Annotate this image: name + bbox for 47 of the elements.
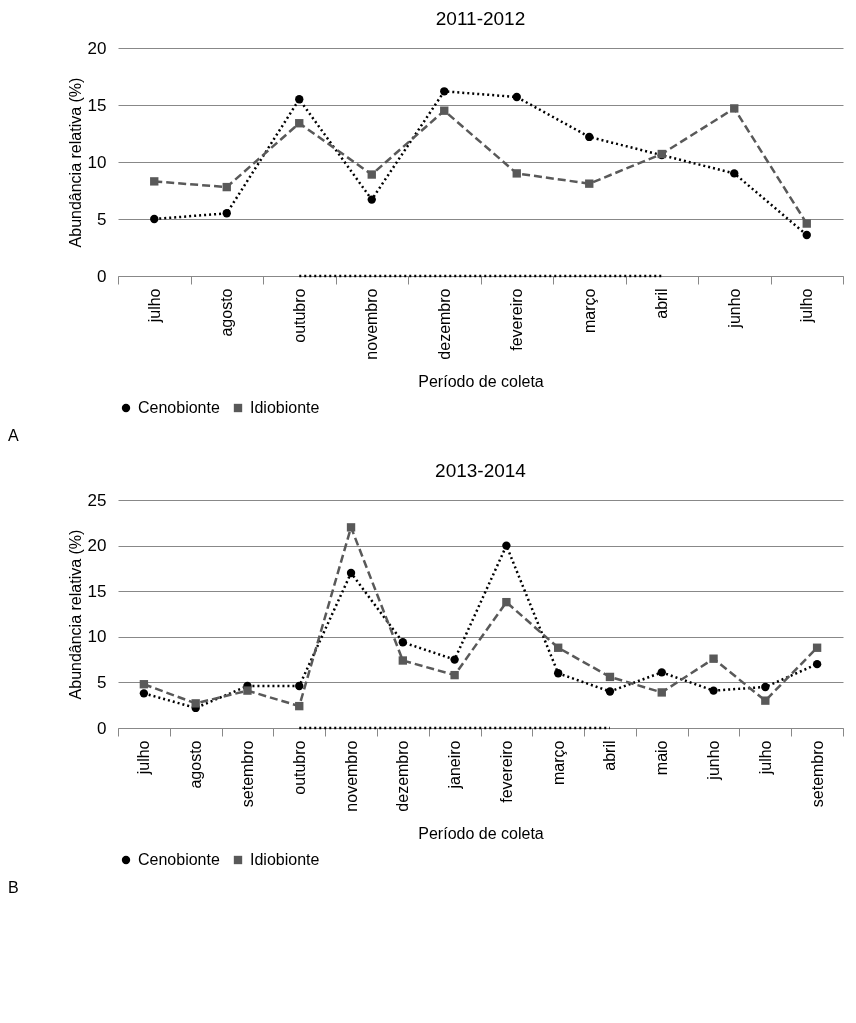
chart-title: 2011-2012 bbox=[435, 8, 526, 29]
x-tick-label: abril bbox=[653, 288, 671, 319]
x-tick-label: junho bbox=[725, 288, 743, 329]
x-tick-label: agosto bbox=[218, 288, 236, 337]
y-tick-label: 15 bbox=[87, 95, 107, 115]
y-tick-label: 5 bbox=[97, 672, 107, 692]
y-tick-label: 15 bbox=[87, 581, 107, 601]
x-tick-label: outubro bbox=[290, 740, 308, 795]
x-tick-label: fevereiro bbox=[508, 288, 526, 351]
x-tick-label: setembro bbox=[238, 740, 256, 808]
x-tick-label: dezembro bbox=[435, 288, 453, 360]
x-tick-label: junho bbox=[705, 740, 723, 781]
legend-label: Idiobionte bbox=[250, 851, 320, 868]
text: B bbox=[8, 879, 19, 896]
x-tick-label: julho bbox=[135, 740, 153, 776]
x-tick-label: março bbox=[549, 740, 567, 785]
x-tick-label: setembro bbox=[808, 740, 826, 808]
x-axis-title: Período de coleta bbox=[418, 824, 544, 842]
text: A bbox=[8, 427, 19, 444]
x-tick-label: maio bbox=[653, 740, 671, 776]
x-tick-label: outubro bbox=[290, 288, 308, 343]
y-tick-label: 0 bbox=[97, 718, 107, 738]
x-axis-title: Período de coleta bbox=[418, 372, 544, 390]
legend-label: Cenobionte bbox=[138, 399, 220, 416]
x-tick-label: março bbox=[580, 288, 598, 333]
y-axis-title: Abundância relativa (%) bbox=[66, 529, 84, 700]
chart-title: 2013-2014 bbox=[435, 460, 527, 481]
y-tick-label: 20 bbox=[87, 38, 107, 58]
x-tick-label: fevereiro bbox=[497, 740, 515, 803]
y-tick-label: 20 bbox=[87, 536, 107, 556]
y-tick-label: 0 bbox=[97, 266, 107, 286]
x-tick-label: janeiro bbox=[446, 740, 464, 790]
legend-label: Idiobionte bbox=[250, 399, 320, 416]
y-tick-label: 25 bbox=[87, 490, 107, 510]
x-tick-label: julho bbox=[798, 288, 816, 324]
x-tick-label: julho bbox=[145, 288, 163, 324]
x-tick-label: julho bbox=[756, 740, 774, 776]
x-tick-label: abril bbox=[601, 740, 619, 771]
y-tick-label: 5 bbox=[97, 209, 107, 229]
legend-label: Cenobionte bbox=[138, 851, 220, 868]
y-tick-label: 10 bbox=[87, 152, 107, 172]
y-tick-label: 10 bbox=[87, 627, 107, 647]
x-tick-label: dezembro bbox=[394, 740, 412, 812]
x-tick-label: agosto bbox=[187, 740, 205, 789]
x-tick-label: novembro bbox=[363, 288, 381, 360]
x-tick-label: novembro bbox=[342, 740, 360, 812]
y-axis-title: Abundância relativa (%) bbox=[66, 77, 84, 248]
